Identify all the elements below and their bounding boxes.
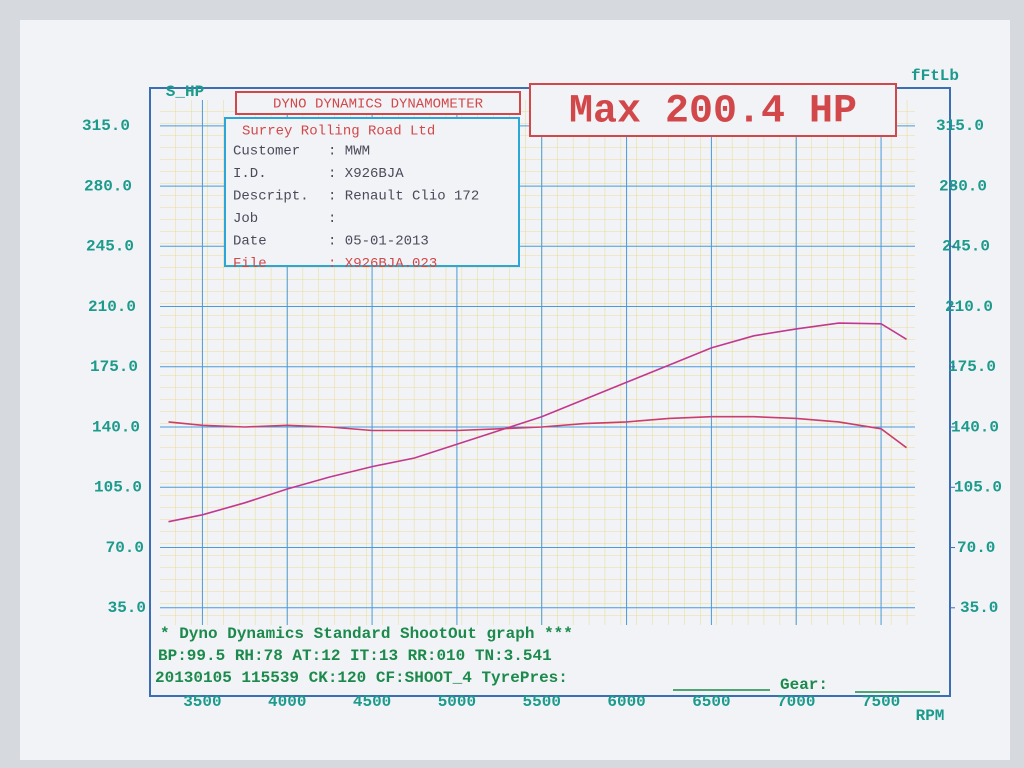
info-value: : X926BJA.023 — [328, 256, 437, 272]
info-value: : — [328, 211, 336, 227]
info-value: : X926BJA — [328, 166, 404, 182]
y2-tick-label: 315.0 — [936, 117, 984, 135]
y-tick-label: 105.0 — [94, 479, 142, 497]
y-tick-label: 245.0 — [86, 238, 134, 256]
max-power: Max 200.4 HP — [569, 90, 857, 135]
info-value: : Renault Clio 172 — [328, 189, 479, 205]
x-tick-label: 7000 — [777, 693, 815, 711]
y-tick-label: 70.0 — [106, 539, 144, 557]
y-tick-label: 315.0 — [82, 117, 130, 135]
y2-tick-label: 210.0 — [945, 298, 993, 316]
info-key: Date — [233, 234, 267, 250]
x-tick-label: 6500 — [692, 693, 730, 711]
y2-tick-label: 140.0 — [951, 418, 999, 436]
header-box — [235, 91, 521, 115]
info-rows: Customer : MWM I.D. : X926BJA Descript. : Ren… — [233, 144, 479, 273]
x-axis-label: RPM — [916, 707, 945, 725]
company: Surrey Rolling Road Ltd — [242, 124, 435, 140]
info-value: : MWM — [328, 144, 370, 160]
y-tick-label: 140.0 — [92, 418, 140, 436]
info-box — [224, 117, 520, 267]
y-tick-label: 35.0 — [108, 599, 146, 617]
info-key: Job — [233, 211, 258, 227]
y2-axis-label: fFtLb — [911, 67, 959, 85]
y2-tick-label: 245.0 — [942, 238, 990, 256]
y-tick-label: 210.0 — [88, 298, 136, 316]
y-tick-label: 175.0 — [90, 358, 138, 376]
info-value: : 05-01-2013 — [328, 234, 429, 250]
footer-line: 20130105 115539 CK:120 CF:SHOOT_4 TyrePr… — [155, 669, 568, 687]
y2-tick-label: 105.0 — [954, 479, 1002, 497]
max-box — [529, 83, 897, 137]
x-tick-label: 5000 — [438, 693, 476, 711]
info-key: File — [233, 256, 267, 272]
y2-tick-label: 70.0 — [957, 539, 995, 557]
y-axis-label: S_HP — [166, 83, 204, 101]
y2-tick-label: 35.0 — [960, 599, 998, 617]
y2-tick-label: 175.0 — [948, 358, 996, 376]
series-line — [168, 322, 907, 523]
footer-line: * Dyno Dynamics Standard ShootOut graph … — [160, 625, 573, 643]
x-tick-label: 6000 — [607, 693, 645, 711]
info-key: Descript. — [233, 189, 309, 205]
info-key: Customer — [233, 144, 300, 160]
x-tick-label: 5500 — [523, 693, 561, 711]
x-tick-label: 4500 — [353, 693, 391, 711]
x-tick-label: 4000 — [268, 693, 306, 711]
header: DYNO DYNAMICS DYNAMOMETER — [273, 97, 484, 113]
x-tick-label: 7500 — [862, 693, 900, 711]
footer-line: BP:99.5 RH:78 AT:12 IT:13 RR:010 TN:3.54… — [158, 647, 552, 665]
series-line — [168, 415, 907, 449]
footer-line: Gear: — [780, 676, 828, 694]
x-tick-label: 3500 — [183, 693, 221, 711]
y-tick-label: 280.0 — [84, 177, 132, 195]
info-key: I.D. — [233, 166, 267, 182]
y2-tick-label: 280.0 — [939, 177, 987, 195]
